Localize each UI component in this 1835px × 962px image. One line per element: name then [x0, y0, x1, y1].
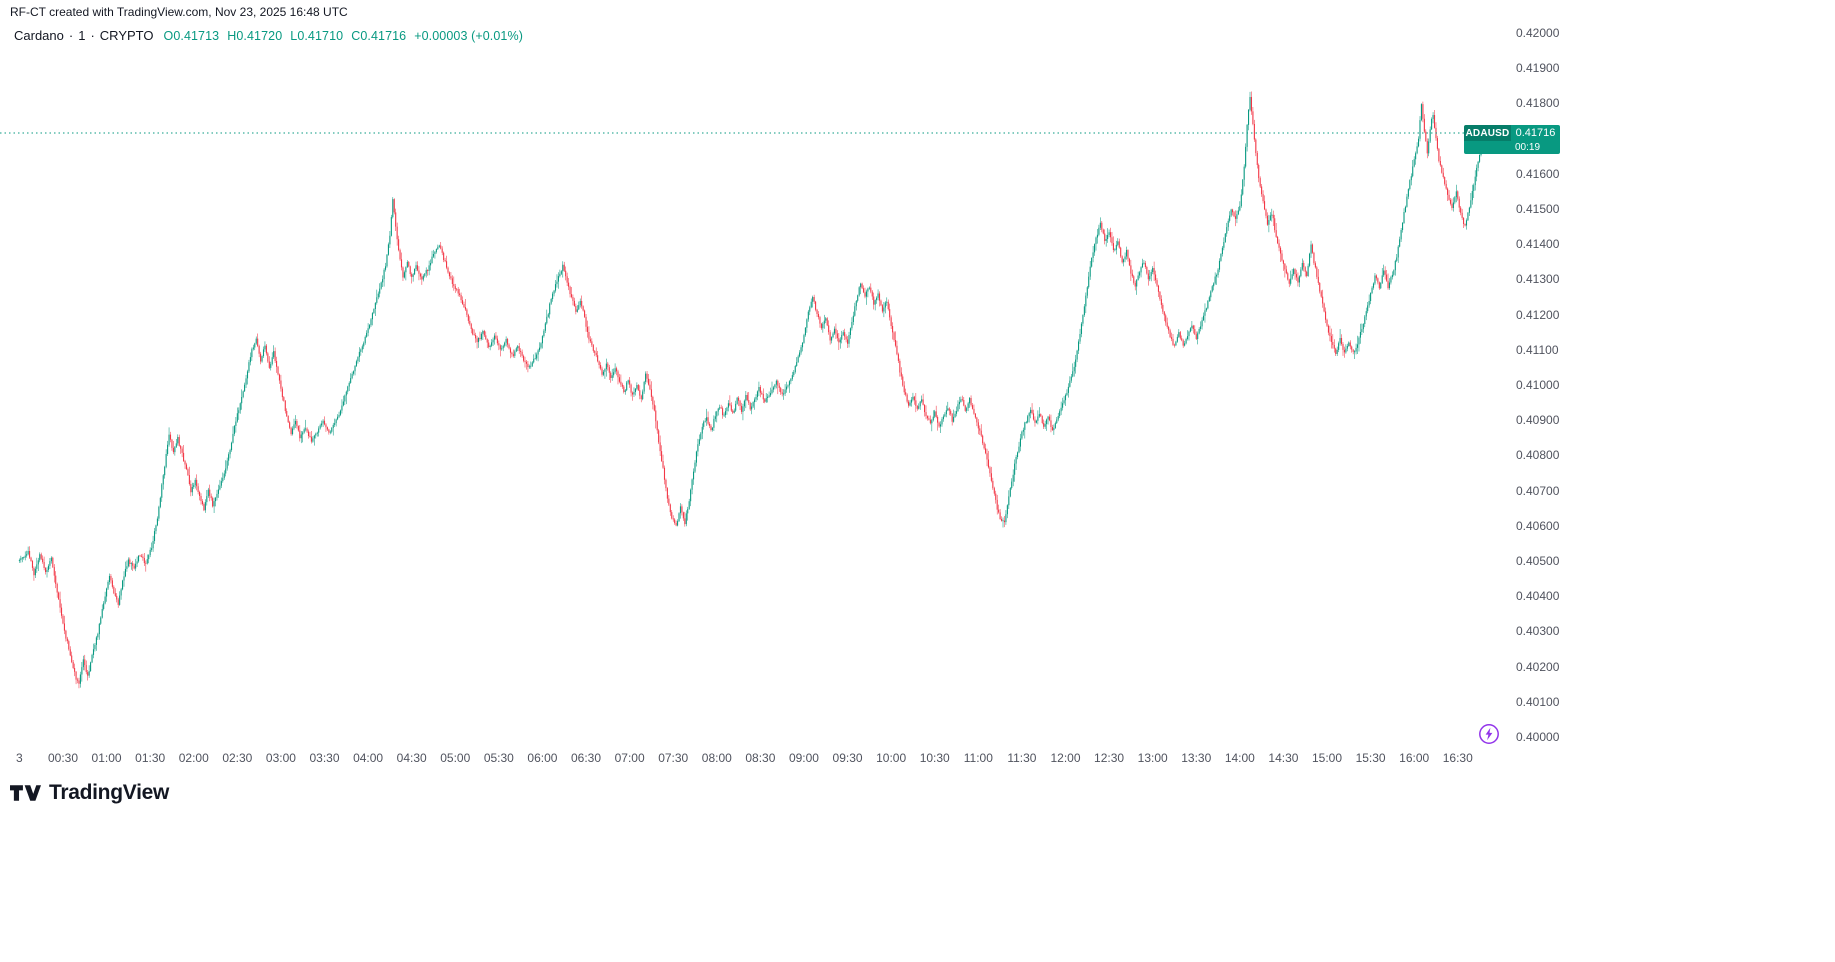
price-axis-label: 0.40800: [1516, 448, 1560, 463]
time-axis-label: 09:00: [788, 751, 819, 765]
price-axis-label: 0.40900: [1516, 413, 1560, 428]
time-axis-label: 06:00: [527, 751, 558, 765]
flash-icon[interactable]: [1477, 722, 1501, 746]
time-axis-label: 07:00: [614, 751, 645, 765]
candlestick-series: [18, 91, 1485, 689]
time-axis-label: 01:00: [91, 751, 122, 765]
price-axis-label: 0.40700: [1516, 483, 1560, 498]
time-axis-label: 04:30: [396, 751, 427, 765]
time-axis-label: 15:00: [1311, 751, 1343, 765]
time-axis-label: 03:30: [309, 751, 340, 765]
price-axis-label: 0.40400: [1516, 589, 1560, 604]
ohlc-low: L0.41710: [290, 29, 344, 43]
symbol-title[interactable]: Cardano · 1 · CRYPTO: [14, 28, 154, 43]
time-axis-label: 03:00: [265, 751, 296, 765]
price-change: +0.00003 (+0.01%): [414, 29, 523, 43]
time-axis-label: 11:30: [1007, 751, 1037, 765]
price-axis-label: 0.40000: [1516, 730, 1560, 744]
time-axis-label: 04:00: [353, 751, 384, 765]
price-axis-label: 0.40100: [1516, 694, 1560, 709]
time-axis-label: 08:30: [745, 751, 776, 765]
price-axis-label: 0.40200: [1516, 659, 1560, 674]
up-candle-wicks: [19, 91, 1485, 688]
legend-separator: ·: [90, 28, 95, 43]
price-axis[interactable]: 0.420000.419000.418000.417000.416000.415…: [1505, 0, 1575, 745]
candlestick-chart-pane[interactable]: [0, 0, 1565, 745]
tradingview-logo-text: TradingView: [49, 781, 170, 804]
time-axis-label: 01:30: [135, 751, 166, 765]
time-axis-label: 12:30: [1094, 751, 1125, 765]
symbol-exchange: CRYPTO: [99, 28, 154, 43]
time-axis-label: 00:30: [47, 751, 78, 765]
chart-widget: RF-CT created with TradingView.com, Nov …: [0, 0, 1565, 805]
time-axis-label: 3: [16, 751, 23, 765]
symbol-interval: 1: [78, 28, 86, 43]
time-axis-label: 10:30: [919, 751, 950, 765]
time-axis-label: 14:30: [1268, 751, 1299, 765]
time-axis-label: 08:00: [701, 751, 732, 765]
time-axis-label: 14:00: [1224, 751, 1255, 765]
attribution-text: RF-CT created with TradingView.com, Nov …: [10, 5, 348, 19]
time-axis[interactable]: 3 00:30 01:00 01:30 02:00 02:30 03:00 03:30 04:0…: [0, 745, 1565, 771]
time-axis-label: 13:00: [1137, 751, 1168, 765]
time-axis-label: 02:00: [178, 751, 209, 765]
bar-countdown: 00:19: [1515, 142, 1541, 153]
price-axis-label: 0.41400: [1516, 237, 1560, 252]
price-axis-label: 0.41800: [1516, 96, 1560, 111]
time-axis-label: 16:30: [1442, 751, 1473, 765]
current-price-label: ADAUSD 0.41716 00:19: [1464, 125, 1560, 154]
time-axis-label: 12:00: [1050, 751, 1081, 765]
symbol-name: Cardano: [14, 28, 64, 43]
time-axis-label: 10:00: [876, 751, 907, 765]
down-candle-bodies: [29, 96, 1466, 684]
ohlc-open: O0.41713: [163, 29, 220, 43]
time-axis-label: 05:30: [483, 751, 514, 765]
price-axis-label: 0.40500: [1516, 554, 1560, 568]
time-axis-label: 15:30: [1355, 751, 1386, 765]
price-axis-label: 0.41100: [1516, 342, 1559, 357]
ohlc-high: H0.41720: [227, 29, 283, 43]
price-axis-label: 0.41600: [1516, 166, 1560, 181]
time-axis-label: 16:00: [1399, 751, 1430, 765]
price-axis-label: 0.41300: [1516, 272, 1560, 287]
time-axis-label: 06:30: [571, 751, 602, 765]
time-axis-label: 09:30: [832, 751, 863, 765]
ohlc-values: O0.41713 H0.41720 L0.41710 C0.41716 +0.0…: [164, 29, 523, 43]
time-axis-label: 02:30: [222, 751, 253, 765]
price-axis-label: 0.40600: [1516, 518, 1560, 533]
price-axis-label: 0.41900: [1516, 61, 1560, 76]
tradingview-logo[interactable]: TradingView: [10, 781, 169, 805]
ohlc-close: C0.41716: [351, 29, 407, 43]
price-label-symbol: ADAUSD: [1464, 125, 1511, 141]
time-axis-label: 05:00: [440, 751, 471, 765]
time-axis-label: 11:00: [963, 751, 993, 765]
price-label-value: 0.41716: [1515, 127, 1556, 139]
price-axis-label: 0.41000: [1516, 378, 1560, 392]
legend: Cardano · 1 · CRYPTO O0.41713 H0.41720 L0.41…: [14, 28, 523, 43]
tradingview-logo-icon: [10, 785, 41, 801]
time-axis-label: 13:30: [1181, 751, 1212, 765]
time-axis-label: 07:30: [658, 751, 689, 765]
price-axis-label: 0.41200: [1516, 307, 1560, 322]
price-axis-label: 0.40300: [1516, 624, 1560, 639]
up-candle-bodies: [18, 96, 1485, 684]
legend-separator: ·: [68, 28, 74, 43]
price-axis-label: 0.42000: [1516, 26, 1560, 40]
price-axis-label: 0.41500: [1516, 202, 1560, 216]
